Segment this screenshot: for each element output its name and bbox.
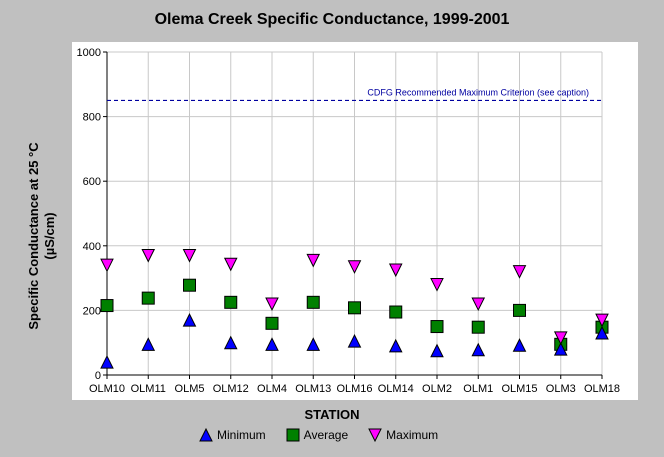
point-minimum (471, 342, 486, 357)
y-axis-unit: (µS/cm) (42, 212, 57, 260)
triangle-up-icon (199, 428, 213, 442)
point-average (265, 316, 279, 330)
point-minimum (553, 342, 568, 356)
x-tick-label: OLM5 (175, 383, 205, 395)
reference-line-label: CDFG Recommended Maximum Criterion (see … (367, 87, 589, 97)
point-average (430, 320, 444, 334)
point-maximum (553, 331, 568, 345)
x-tick-label: OLM11 (131, 383, 166, 395)
x-tick-label: OLM13 (295, 383, 331, 395)
y-axis-title: Specific Conductance at 25 °C (µS/cm) (26, 66, 58, 406)
point-maximum (512, 265, 527, 279)
point-maximum (595, 313, 609, 328)
x-tick-label: OLM15 (501, 383, 537, 395)
point-maximum (306, 253, 321, 268)
y-axis-label: Specific Conductance at 25 °C (26, 142, 41, 330)
point-minimum (265, 337, 279, 351)
point-average (471, 320, 485, 334)
point-maximum (265, 297, 279, 312)
x-tick-label: OLM3 (546, 383, 576, 395)
point-average (513, 303, 526, 317)
point-maximum (182, 248, 197, 263)
point-maximum (223, 257, 238, 272)
point-maximum (430, 278, 444, 292)
point-minimum (182, 312, 197, 327)
point-maximum (100, 258, 114, 273)
x-tick-label: OLM1 (463, 383, 493, 395)
legend-label-maximum: Maximum (386, 428, 439, 442)
x-tick-label: OLM14 (378, 383, 414, 395)
point-average (183, 278, 196, 292)
x-tick-label: OLM2 (422, 383, 452, 395)
y-tick-label: 1000 (77, 47, 101, 59)
point-minimum (512, 338, 527, 352)
point-average (224, 295, 238, 309)
legend-label-minimum: Minimum (217, 428, 266, 442)
point-maximum (347, 260, 362, 274)
point-maximum (471, 297, 486, 312)
legend-label-average: Average (303, 428, 349, 442)
y-tick-label: 800 (83, 112, 101, 124)
point-minimum (100, 354, 114, 369)
legend-item-average: Average (286, 428, 348, 442)
legend-item-minimum: Minimum (199, 428, 266, 442)
x-tick-label: OLM18 (584, 383, 620, 395)
x-axis-title: STATION (304, 407, 360, 422)
x-tick-label: OLM16 (336, 383, 372, 395)
y-tick-label: 0 (95, 370, 101, 382)
chart-svg: 0 200 400 600 800 1000 OLM10 OLM11 OLM5 OLM12 OLM4… (77, 47, 621, 395)
point-maximum (388, 263, 403, 278)
x-tick-label: OLM12 (213, 383, 249, 395)
point-minimum (595, 325, 609, 340)
point-average (348, 301, 361, 315)
triangle-down-icon (368, 428, 382, 442)
point-average (389, 305, 403, 319)
point-minimum (430, 343, 444, 358)
square-icon (286, 428, 300, 442)
x-tick-label: OLM4 (257, 383, 287, 395)
point-minimum (306, 337, 321, 351)
y-tick-label: 400 (83, 241, 101, 253)
point-minimum (388, 338, 403, 353)
y-tick-label: 200 (83, 305, 101, 317)
point-minimum (141, 337, 156, 351)
chart-title: Olema Creek Specific Conductance, 1999-2… (154, 11, 510, 28)
point-average (306, 295, 320, 309)
legend: Minimum Average Maximum (199, 426, 458, 444)
x-tick-label: OLM10 (89, 383, 125, 395)
point-minimum (347, 333, 362, 348)
legend-item-maximum: Maximum (368, 428, 438, 442)
point-minimum (223, 335, 238, 350)
plot-area: 0 200 400 600 800 1000 OLM10 OLM11 OLM5 OLM12 OLM4… (72, 42, 638, 400)
point-maximum (141, 248, 156, 263)
point-average (141, 291, 155, 305)
point-average (100, 299, 114, 313)
y-tick-label: 600 (83, 176, 101, 188)
